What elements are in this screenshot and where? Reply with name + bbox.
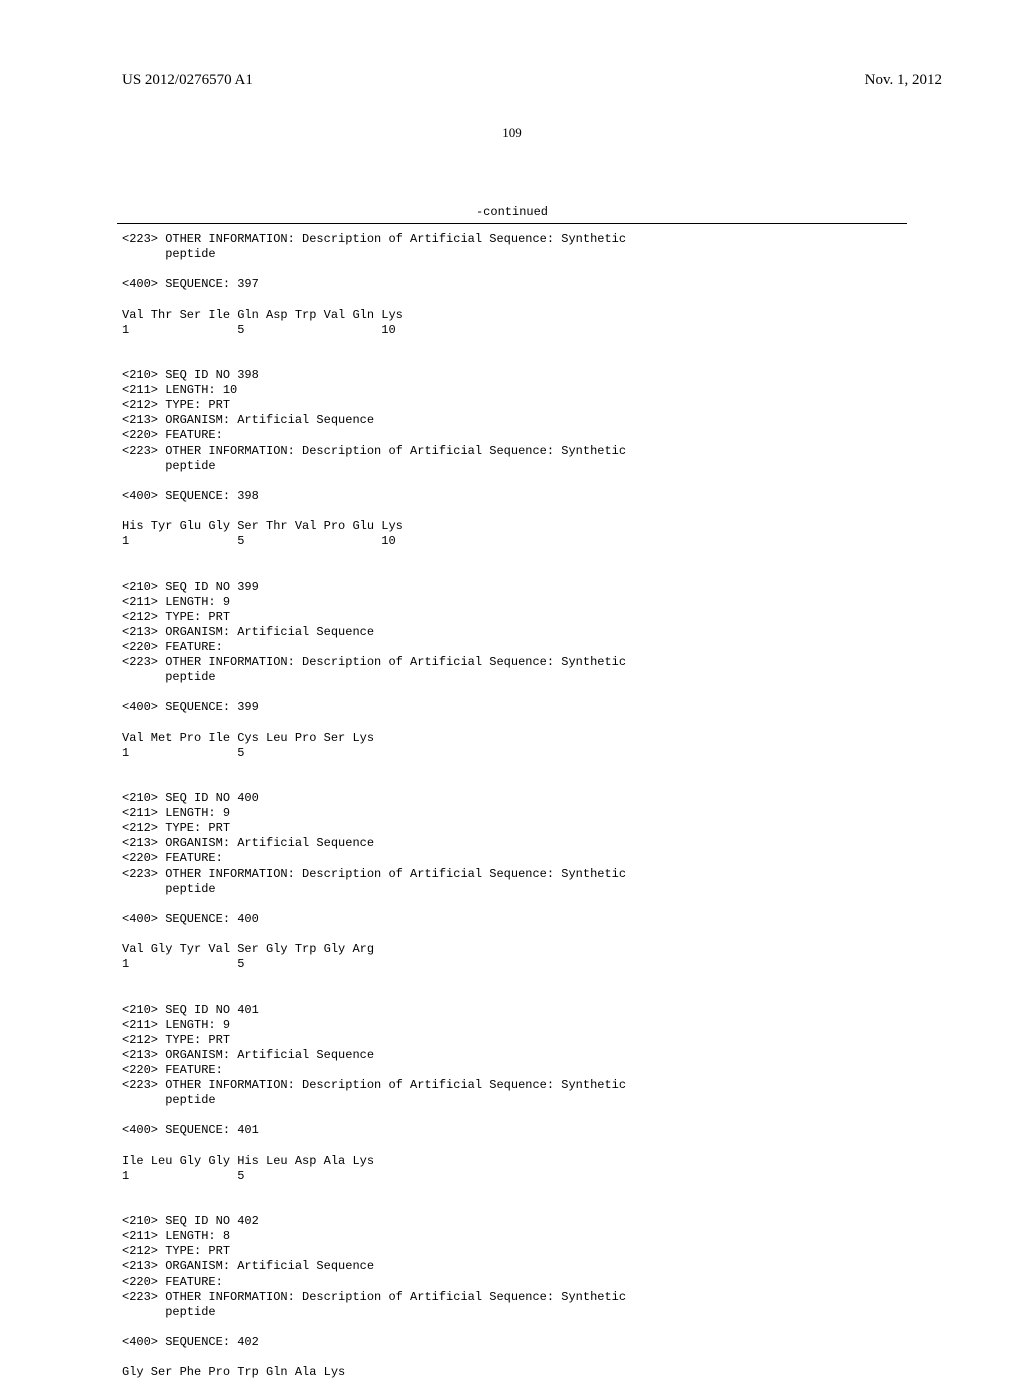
patent-number: US 2012/0276570 A1 <box>122 72 253 89</box>
publication-date: Nov. 1, 2012 <box>865 72 942 89</box>
sequence-listing-content: <223> OTHER INFORMATION: Description of … <box>0 224 1024 1380</box>
page-number: 109 <box>0 125 1024 141</box>
continued-label: -continued <box>0 205 1024 219</box>
page-header: US 2012/0276570 A1 Nov. 1, 2012 <box>0 0 1024 89</box>
